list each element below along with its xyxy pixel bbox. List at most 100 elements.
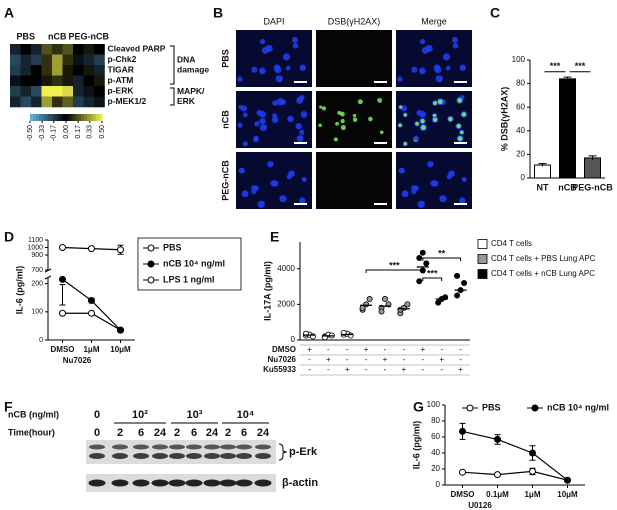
blot-band — [169, 453, 185, 459]
heatmap-cell — [52, 86, 63, 97]
y-tick-label: 0 — [436, 480, 441, 489]
panel-label: E — [270, 229, 279, 245]
blot-band — [132, 479, 150, 487]
heatmap-cell — [31, 44, 42, 55]
column-label: nCB — [48, 31, 67, 41]
nucleus — [417, 200, 425, 208]
blot-band — [89, 444, 105, 450]
condition-value: - — [421, 365, 424, 374]
nucleus — [288, 170, 295, 178]
colorbar-label: 0.17 — [75, 125, 82, 139]
dsb-focus — [420, 125, 426, 131]
nucleus — [241, 190, 249, 198]
colorbar-segment — [60, 114, 64, 121]
image-row-label: nCB — [220, 110, 230, 129]
nucleus — [301, 177, 307, 183]
band-bracket — [278, 443, 288, 461]
x-tick-label: 1μM — [524, 490, 540, 499]
nucleus — [291, 37, 298, 43]
data-point — [459, 468, 466, 476]
heatmap-cell — [94, 86, 105, 97]
dsb-focus — [448, 116, 453, 122]
nucleus — [275, 75, 283, 83]
heatmap-cell — [31, 96, 42, 108]
image-column-label: Merge — [421, 16, 447, 26]
dsb-focus — [403, 142, 408, 146]
nucleus — [272, 180, 279, 187]
condition-value: - — [327, 365, 330, 374]
bar — [534, 164, 551, 179]
y-tick-label: 1100 — [28, 237, 43, 244]
time: 24 — [154, 427, 167, 439]
dose-label: nCB (ng/ml) — [8, 409, 59, 419]
colorbar-segment — [45, 114, 49, 121]
heatmap-cell — [20, 75, 32, 87]
dsb-focus — [377, 98, 383, 103]
y-tick-label: 80 — [431, 416, 440, 425]
colorbar-segment — [84, 114, 88, 121]
nucleus — [265, 44, 273, 53]
heatmap-cell — [41, 75, 53, 87]
micrograph — [316, 30, 392, 87]
x-axis-label: Nu7026 — [63, 356, 92, 365]
colorbar-segment — [90, 114, 94, 121]
legend-swatch — [477, 269, 488, 279]
nucleus — [272, 100, 278, 106]
dsb-focus — [340, 118, 345, 124]
data-point — [359, 304, 366, 311]
heatmap-cell — [62, 65, 74, 76]
dsb-focus — [420, 118, 425, 124]
nucleus — [251, 66, 258, 73]
legend-label: LPS 1 ng/ml — [163, 274, 215, 284]
colorbar-segment — [75, 114, 79, 121]
colorbar-segment — [93, 114, 97, 121]
legend-label: CD4 T cells + nCB Lung APC — [491, 269, 595, 278]
dsb-focus — [357, 99, 363, 105]
nucleus — [296, 135, 304, 143]
significance-bracket — [365, 269, 424, 273]
y-tick-label: 100 — [512, 55, 526, 64]
heatmap-cell — [10, 75, 21, 87]
heatmap-cell — [31, 54, 42, 66]
heatmap-cell — [41, 86, 53, 97]
nucleus — [432, 180, 439, 187]
y-tick-label: 2000 — [277, 299, 295, 308]
dsb-focus — [398, 123, 402, 128]
dsb-focus — [432, 117, 438, 123]
heatmap-cell — [10, 65, 21, 76]
condition-value: - — [459, 355, 462, 364]
data-point — [88, 245, 95, 253]
nucleus — [274, 66, 282, 74]
dsb-focus — [457, 98, 463, 103]
nucleus — [300, 111, 308, 118]
colorbar-segment — [69, 114, 73, 121]
condition-label: Nu7026 — [268, 355, 297, 364]
legend-label: PBS — [482, 402, 501, 412]
nucleus — [296, 97, 304, 104]
column-label: PEG-nCB — [69, 31, 110, 41]
error-bar — [563, 76, 572, 81]
nucleus — [397, 76, 403, 82]
data-point — [419, 249, 426, 256]
nucleus — [259, 38, 266, 45]
nucleus — [257, 200, 265, 208]
y-axis-label: IL-6 (pg/ml) — [14, 266, 24, 315]
data-point — [347, 332, 354, 339]
data-point — [366, 296, 373, 303]
colorbar-segment — [63, 114, 67, 121]
row-label: Cleaved PARP — [108, 44, 166, 54]
blot-band — [204, 453, 220, 459]
y-tick-label: 700 — [31, 267, 43, 274]
heatmap-cell — [52, 96, 63, 108]
dsb-focus — [318, 123, 322, 128]
panel-label: C — [490, 5, 500, 21]
bar — [559, 78, 576, 179]
significance-label: ** — [438, 248, 446, 258]
blot-band — [186, 453, 202, 459]
nucleus — [267, 160, 274, 168]
blot-band — [186, 444, 202, 450]
data-point — [59, 244, 66, 251]
nucleus — [434, 66, 442, 74]
axis-break — [44, 275, 52, 280]
